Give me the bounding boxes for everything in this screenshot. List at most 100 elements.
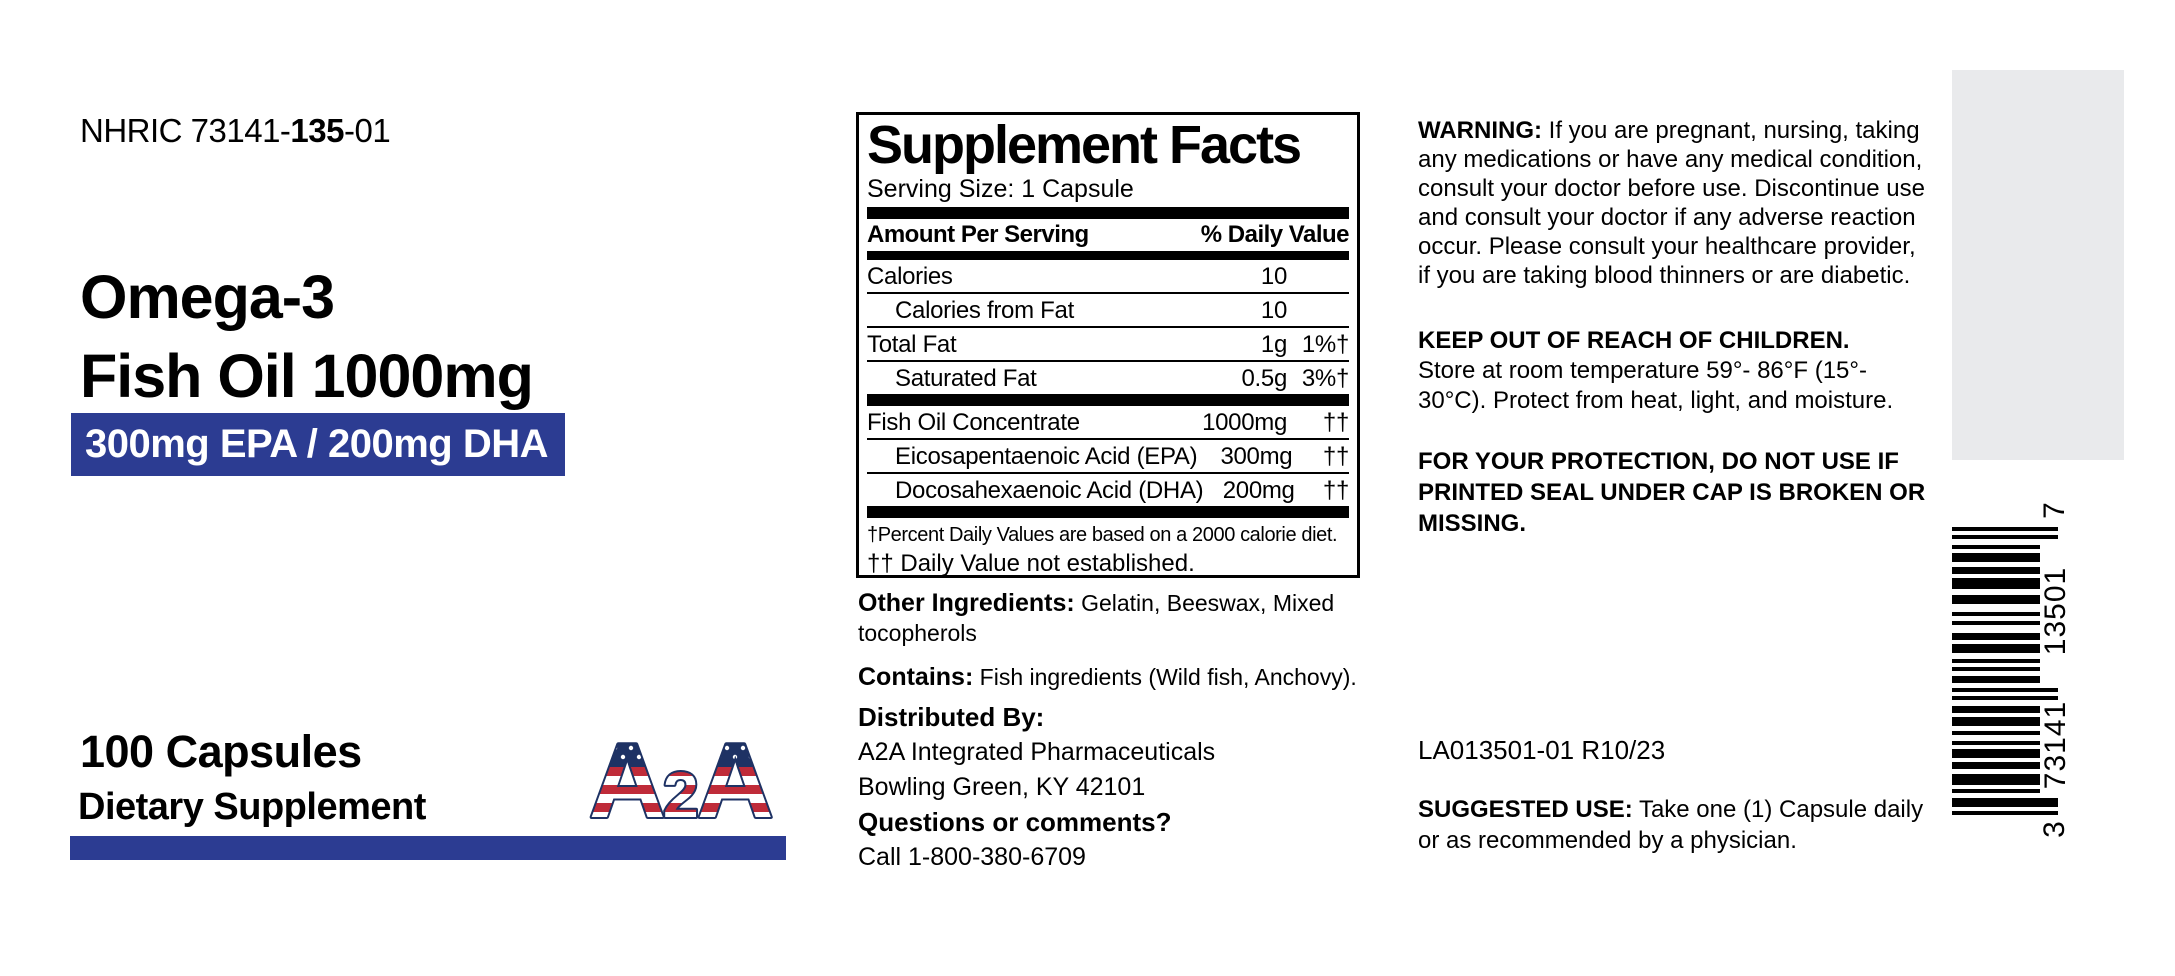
barcode-bar xyxy=(1952,545,2040,549)
barcode-bar xyxy=(1952,644,2040,653)
row-dv: 3%† xyxy=(1301,365,1349,392)
warning-label: WARNING: xyxy=(1418,117,1542,144)
facts-row-saturated-fat: Saturated Fat 0.5g 3%† xyxy=(867,362,1349,394)
facts-row-fish-oil-concentrate: Fish Oil Concentrate 1000mg †† xyxy=(867,406,1349,440)
barcode-bar xyxy=(1952,731,2040,735)
barcode-bar xyxy=(1952,595,2040,604)
barcode-bar xyxy=(1952,633,2040,640)
keep-out-of-reach-block: KEEP OUT OF REACH OF CHILDREN. Store at … xyxy=(1418,326,1930,416)
facts-footnote-1: †Percent Daily Values are based on a 200… xyxy=(867,524,1338,546)
row-name: Docosahexaenoic Acid (DHA) xyxy=(895,477,1204,504)
phone-number: Call 1-800-380-6709 xyxy=(858,843,1086,871)
gray-side-panel xyxy=(1952,70,2124,460)
row-dv: †† xyxy=(1322,477,1349,504)
row-name: Saturated Fat xyxy=(895,365,1037,392)
barcode-bar xyxy=(1952,676,2040,683)
facts-row-calories-from-fat: Calories from Fat 10 xyxy=(867,294,1349,328)
barcode-bar xyxy=(1952,749,2040,758)
suggested-use-label: SUGGESTED USE: xyxy=(1418,796,1633,823)
lot-number: LA013501-01 R10/23 xyxy=(1418,735,1666,765)
row-dv: 1%† xyxy=(1301,331,1349,358)
divider-medium xyxy=(867,251,1349,260)
blue-divider-bar xyxy=(70,836,786,860)
protection-seal-warning: FOR YOUR PROTECTION, DO NOT USE IF PRINT… xyxy=(1418,448,1926,537)
row-amount: 1g xyxy=(1260,331,1287,358)
barcode-bar xyxy=(1952,717,2040,726)
daily-value-header: % Daily Value xyxy=(1200,221,1350,248)
nhric-prefix: NHRIC 73141- xyxy=(80,112,291,149)
nhric-bold-segment: 135 xyxy=(290,112,344,149)
barcode-bar xyxy=(1952,774,2040,785)
product-title-line2: Fish Oil 1000mg xyxy=(80,342,534,410)
serving-size: Serving Size: 1 Capsule xyxy=(867,175,1134,203)
row-amount: 10 xyxy=(1260,297,1287,324)
barcode-bar xyxy=(1952,578,2040,589)
barcode-digits-left: 73141 xyxy=(2039,700,2072,790)
amount-per-serving-header: Amount Per Serving xyxy=(867,221,1089,248)
facts-row-total-fat: Total Fat 1g 1%† xyxy=(867,328,1349,362)
distributor-name: A2A Integrated Pharmaceuticals xyxy=(858,738,1216,766)
supplement-facts-panel: Supplement Facts Serving Size: 1 Capsule… xyxy=(856,112,1360,578)
suggested-use: SUGGESTED USE: Take one (1) Capsule dail… xyxy=(1418,794,1930,856)
product-title: Omega-3 Fish Oil 1000mg xyxy=(80,258,534,416)
contains-text: Fish ingredients (Wild fish, Anchovy). xyxy=(973,664,1357,690)
warning-paragraph: WARNING: If you are pregnant, nursing, t… xyxy=(1418,116,1930,290)
row-name: Calories from Fat xyxy=(895,297,1074,324)
divider-thick xyxy=(867,207,1349,219)
other-ingredients: Other Ingredients: Gelatin, Beeswax, Mix… xyxy=(858,588,1363,648)
row-amount: 200mg xyxy=(1222,477,1295,504)
divider-thick xyxy=(867,506,1349,518)
row-amount: 300mg xyxy=(1220,443,1293,470)
barcode-bar xyxy=(1952,535,2058,539)
row-name: Calories xyxy=(867,263,953,290)
storage-text: Store at room temperature 59°- 86°F (15°… xyxy=(1418,357,1894,414)
facts-header-row: Amount Per Serving % Daily Value xyxy=(867,219,1350,251)
barcode-bar xyxy=(1952,621,2040,625)
barcode-bar xyxy=(1952,798,2058,807)
barcode-bar xyxy=(1952,667,2040,671)
dietary-supplement-label: Dietary Supplement xyxy=(78,786,426,828)
nhric-code: NHRIC 73141-135-01 xyxy=(80,112,391,150)
distributor-block: Distributed By: A2A Integrated Pharmaceu… xyxy=(858,700,1363,875)
upc-barcode xyxy=(1952,527,2058,819)
barcode-bar xyxy=(1952,527,2058,531)
row-name: Total Fat xyxy=(867,331,957,358)
logo-letter-a2: A xyxy=(697,731,774,827)
barcode-bar xyxy=(1952,789,2040,793)
barcode-bar xyxy=(1952,762,2040,769)
logo-letter-a1: A xyxy=(589,731,666,827)
facts-footnote-2: †† Daily Value not established. xyxy=(867,550,1195,577)
barcode-digits-right: 13501 xyxy=(2039,566,2072,656)
facts-row-calories: Calories 10 xyxy=(867,260,1349,294)
barcode-bar xyxy=(1952,706,2040,713)
barcode-bar xyxy=(1952,659,2040,663)
questions-label: Questions or comments? xyxy=(858,807,1172,837)
barcode-bar xyxy=(1952,612,2040,616)
nhric-suffix: -01 xyxy=(343,112,391,149)
suggested-use-text: Take one (1) Capsule daily or as recomme… xyxy=(1418,796,1924,854)
warning-text: If you are pregnant, nursing, taking any… xyxy=(1418,117,1925,289)
barcode-bar xyxy=(1952,696,2058,700)
capsule-count: 100 Capsules xyxy=(80,726,362,777)
barcode-bar xyxy=(1952,811,2058,815)
barcode-digit-last: 7 xyxy=(2038,501,2071,519)
barcode-bar xyxy=(1952,567,2040,574)
contains-label: Contains: xyxy=(858,663,974,691)
product-title-line1: Omega-3 xyxy=(80,263,335,331)
divider-thick xyxy=(867,394,1349,406)
row-dv: †† xyxy=(1322,409,1349,436)
row-amount: 1000mg xyxy=(1202,409,1287,436)
facts-row-epa: Eicosapentaenoic Acid (EPA) 300mg †† xyxy=(867,440,1349,474)
other-ingredients-label: Other Ingredients: xyxy=(858,589,1075,617)
row-name: Eicosapentaenoic Acid (EPA) xyxy=(895,443,1198,470)
contains-statement: Contains: Fish ingredients (Wild fish, A… xyxy=(858,662,1363,692)
other-ingredients-text: Gelatin, Beeswax, Mixed tocopherols xyxy=(858,590,1335,646)
row-amount: 0.5g xyxy=(1241,365,1287,392)
facts-title: Supplement Facts xyxy=(867,115,1302,175)
distributor-address: Bowling Green, KY 42101 xyxy=(858,773,1146,801)
barcode-bar xyxy=(1952,688,2058,692)
facts-row-dha: Docosahexaenoic Acid (DHA) 200mg †† xyxy=(867,474,1349,506)
row-name: Fish Oil Concentrate xyxy=(867,409,1080,436)
epa-dha-banner: 300mg EPA / 200mg DHA xyxy=(71,413,565,476)
